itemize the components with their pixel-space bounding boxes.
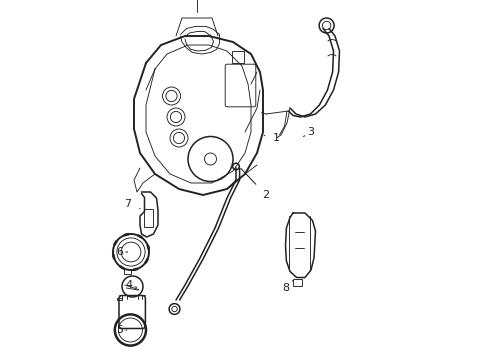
Bar bbox=[124, 269, 131, 274]
Text: 5: 5 bbox=[116, 325, 127, 335]
Text: 6: 6 bbox=[116, 247, 127, 257]
Bar bbox=[231, 51, 244, 63]
Bar bbox=[293, 279, 302, 285]
Text: 4: 4 bbox=[125, 280, 137, 290]
Text: 2: 2 bbox=[241, 168, 270, 200]
Text: 8: 8 bbox=[283, 280, 293, 293]
Text: 1: 1 bbox=[264, 133, 280, 143]
Bar bbox=[144, 208, 152, 226]
Text: 3: 3 bbox=[303, 127, 315, 137]
Text: 7: 7 bbox=[124, 199, 140, 209]
